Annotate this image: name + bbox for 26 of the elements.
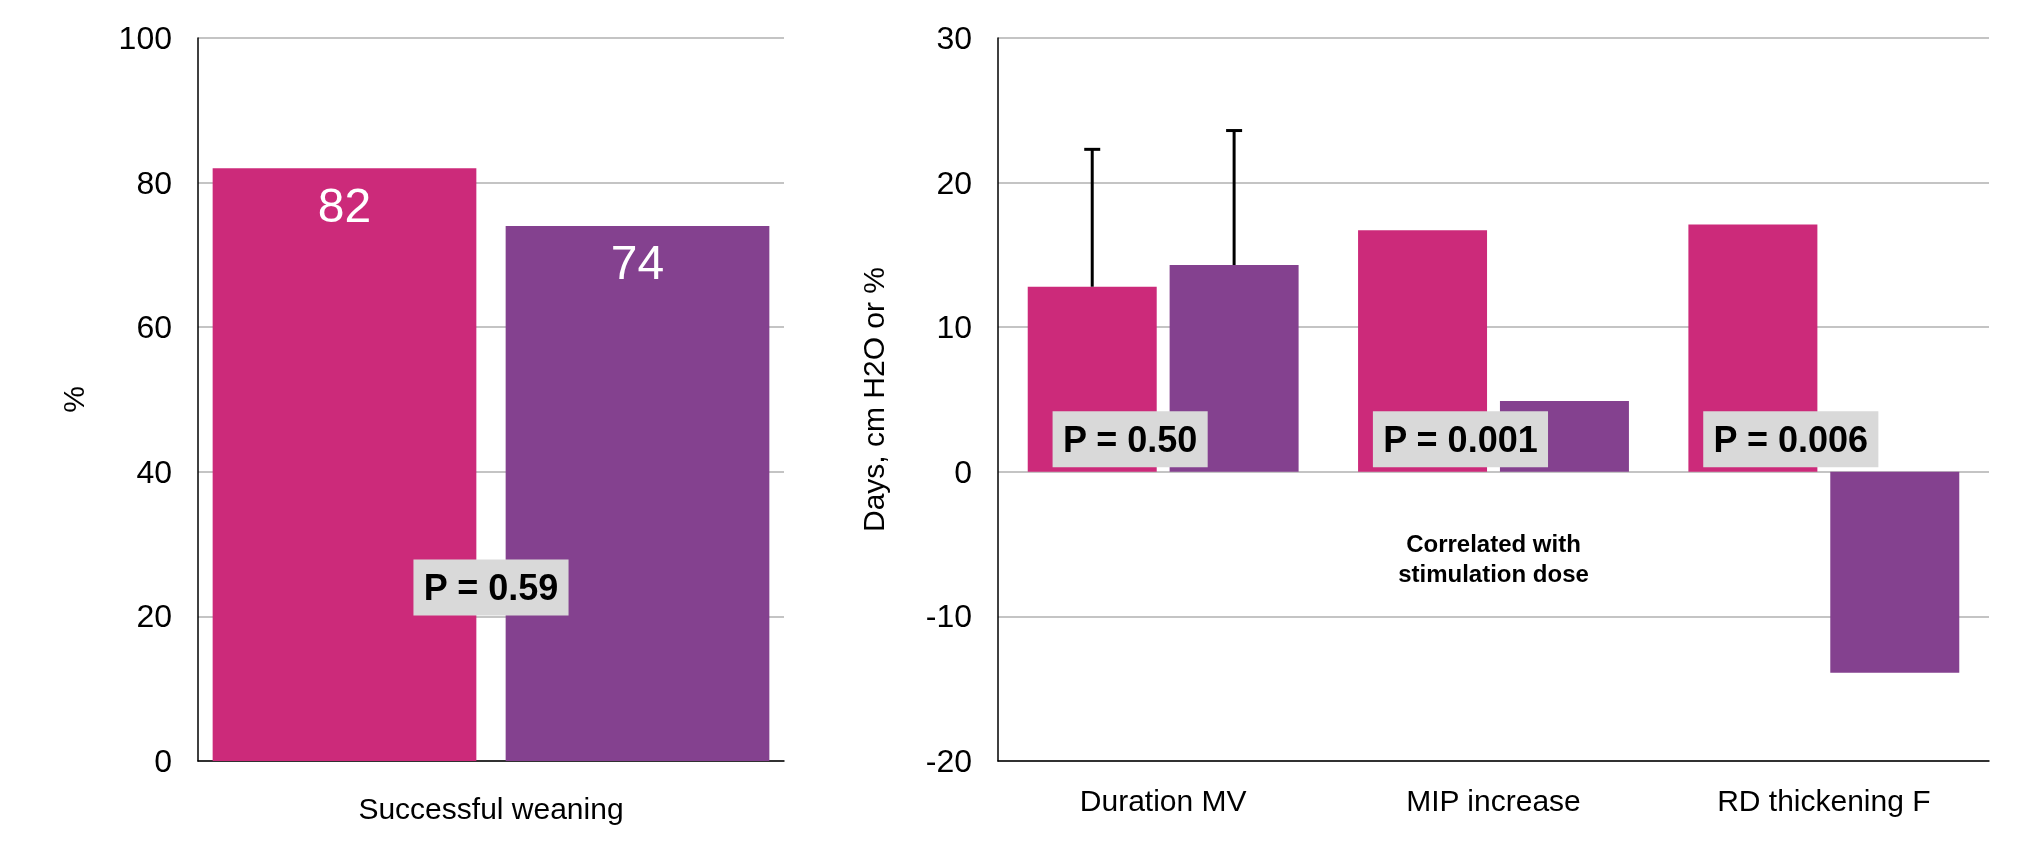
y-tick-label: 40 <box>136 453 172 490</box>
annotation: Correlated with stimulation dose <box>1398 530 1589 588</box>
y-tick-label: 100 <box>118 20 172 56</box>
bar <box>1830 471 1960 673</box>
y-tick-label: 20 <box>936 164 972 201</box>
x-tick-label: Duration MV <box>1079 783 1247 817</box>
y-tick-label: -10 <box>925 598 972 635</box>
data-label: 82 <box>317 178 372 232</box>
y-axis-title: Days, cm H2O or % <box>856 266 890 533</box>
y-tick-label: 0 <box>954 453 972 490</box>
y-axis-title: % <box>56 386 90 413</box>
x-tick-label: RD thickening F <box>1717 783 1931 817</box>
y-tick-label: -20 <box>925 743 972 779</box>
y-tick-label: 60 <box>136 309 172 346</box>
annotation: P = 0.006 <box>1713 418 1869 460</box>
annotation: P = 0.001 <box>1383 418 1538 460</box>
x-tick-label: MIP increase <box>1406 783 1581 817</box>
annotation: P = 0.50 <box>1062 418 1198 460</box>
y-tick-label: 80 <box>136 164 172 201</box>
y-tick-label: 0 <box>154 743 172 779</box>
y-tick-label: 10 <box>936 309 972 346</box>
data-label: 74 <box>610 236 665 290</box>
y-tick-label: 20 <box>136 598 172 635</box>
y-tick-label: 30 <box>936 20 972 56</box>
x-axis-title: Successful weaning <box>358 791 624 825</box>
annotation: P = 0.59 <box>423 566 559 608</box>
